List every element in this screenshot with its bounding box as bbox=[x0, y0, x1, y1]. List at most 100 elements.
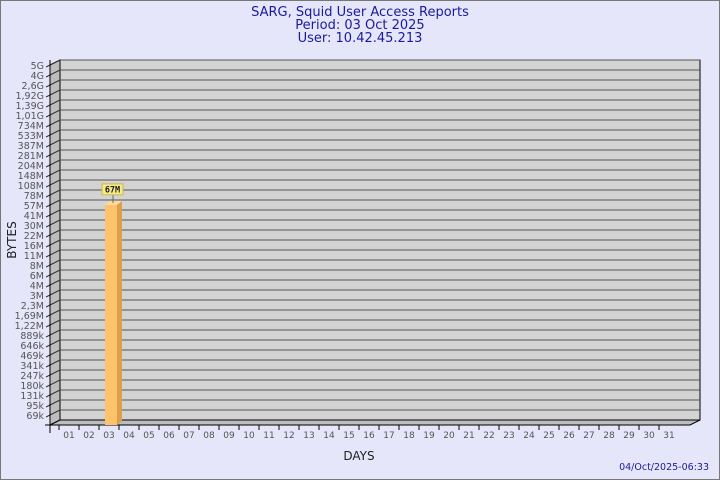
y-tick-label: 16M bbox=[24, 241, 44, 252]
y-tick-label: 5G bbox=[31, 61, 44, 72]
y-tick-label: 1,22M bbox=[15, 321, 44, 332]
y-tick-mark bbox=[45, 129, 61, 138]
y-tick-mark bbox=[45, 409, 61, 418]
y-tick-label: 78M bbox=[24, 191, 44, 202]
y-tick-label: 341k bbox=[20, 361, 44, 372]
y-tick-label: 69k bbox=[26, 411, 44, 422]
x-tick-label: 02 bbox=[83, 431, 94, 441]
x-tick-label: 18 bbox=[403, 431, 415, 441]
y-tick-mark bbox=[45, 319, 61, 328]
bar-front-03 bbox=[105, 204, 117, 425]
y-tick-label: 247k bbox=[20, 371, 44, 382]
y-tick-mark bbox=[45, 289, 61, 298]
y-tick-mark bbox=[45, 99, 61, 108]
x-axis-label: DAYS bbox=[343, 449, 374, 463]
y-tick-label: 11M bbox=[24, 251, 44, 262]
y-tick-label: 734M bbox=[18, 121, 44, 132]
x-tick-label: 26 bbox=[563, 431, 575, 441]
y-tick-mark bbox=[45, 369, 61, 378]
y-tick-label: 108M bbox=[18, 181, 44, 192]
y-tick-mark bbox=[45, 229, 61, 238]
y-tick-mark bbox=[45, 179, 61, 188]
y-tick-label: 2,3M bbox=[21, 301, 44, 312]
y-tick-label: 180k bbox=[20, 381, 44, 392]
y-tick-label: 4G bbox=[31, 71, 44, 82]
y-tick-mark bbox=[45, 59, 61, 68]
y-tick-mark bbox=[45, 169, 61, 178]
y-tick-label: 8M bbox=[30, 261, 44, 272]
x-tick-label: 06 bbox=[163, 431, 175, 441]
y-tick-mark bbox=[45, 189, 61, 198]
y-tick-label: 889k bbox=[20, 331, 44, 342]
y-tick-mark bbox=[45, 209, 61, 218]
y-tick-mark bbox=[45, 199, 61, 208]
y-tick-mark bbox=[45, 239, 61, 248]
y-tick-label: 3M bbox=[30, 291, 44, 302]
y-tick-label: 646k bbox=[20, 341, 44, 352]
y-tick-mark bbox=[45, 259, 61, 268]
y-tick-label: 533M bbox=[18, 131, 44, 142]
y-tick-label: 204M bbox=[18, 161, 44, 172]
y-tick-label: 95k bbox=[26, 401, 44, 412]
y-tick-mark bbox=[45, 219, 61, 228]
y-tick-label: 2,6G bbox=[22, 81, 44, 92]
x-tick-label: 08 bbox=[203, 431, 215, 441]
x-tick-label: 14 bbox=[323, 431, 335, 441]
y-tick-mark bbox=[45, 139, 61, 148]
x-tick-label: 03 bbox=[103, 431, 114, 441]
timestamp: 04/Oct/2025-06:33 bbox=[619, 462, 709, 473]
y-tick-mark bbox=[45, 119, 61, 128]
y-tick-mark bbox=[45, 109, 61, 118]
x-tick-label: 19 bbox=[423, 431, 435, 441]
y-tick-mark bbox=[45, 279, 61, 288]
x-tick-label: 12 bbox=[283, 431, 294, 441]
y-tick-label: 1,39G bbox=[15, 101, 44, 112]
y-tick-label: 387M bbox=[18, 141, 44, 152]
y-tick-label: 469k bbox=[20, 351, 44, 362]
x-tick-label: 20 bbox=[443, 431, 455, 441]
y-tick-label: 30M bbox=[24, 221, 44, 232]
x-tick-label: 04 bbox=[123, 431, 135, 441]
y-tick-label: 22M bbox=[24, 231, 44, 242]
x-tick-label: 25 bbox=[543, 431, 554, 441]
y-tick-mark bbox=[45, 149, 61, 158]
y-axis-label: BYTES bbox=[5, 221, 19, 258]
x-tick-label: 30 bbox=[643, 431, 655, 441]
plot-floor bbox=[49, 419, 701, 426]
x-tick-label: 24 bbox=[523, 431, 535, 441]
x-tick-label: 28 bbox=[603, 431, 615, 441]
x-tick-label: 10 bbox=[243, 431, 255, 441]
y-tick-mark bbox=[45, 159, 61, 168]
chart-subtitle-period: Period: 03 Oct 2025 bbox=[295, 18, 424, 33]
y-tick-mark bbox=[45, 379, 61, 388]
y-tick-mark bbox=[45, 399, 61, 408]
x-tick-label: 29 bbox=[623, 431, 635, 441]
x-tick-label: 07 bbox=[183, 431, 194, 441]
y-tick-label: 148M bbox=[18, 171, 44, 182]
x-tick-label: 21 bbox=[463, 431, 474, 441]
y-tick-label: 41M bbox=[24, 211, 44, 222]
x-tick-label: 11 bbox=[263, 431, 274, 441]
y-tick-mark bbox=[45, 329, 61, 338]
y-tick-mark bbox=[45, 249, 61, 258]
data-label-box bbox=[101, 183, 124, 196]
y-tick-mark bbox=[45, 79, 61, 88]
x-tick-label: 15 bbox=[343, 431, 354, 441]
y-tick-mark bbox=[45, 269, 61, 278]
y-tick-label: 281M bbox=[18, 151, 44, 162]
y-tick-mark bbox=[45, 389, 61, 398]
y-tick-mark bbox=[45, 339, 61, 348]
x-tick-label: 09 bbox=[223, 431, 235, 441]
y-tick-mark bbox=[45, 359, 61, 368]
y-tick-label: 1,69M bbox=[15, 311, 44, 322]
y-tick-label: 1,01G bbox=[15, 111, 44, 122]
x-tick-label: 13 bbox=[303, 431, 314, 441]
chart-subtitle-user: User: 10.42.45.213 bbox=[298, 31, 423, 46]
chart-title: SARG, Squid User Access Reports bbox=[251, 5, 469, 20]
data-label-03: 67M bbox=[105, 185, 120, 195]
y-tick-mark bbox=[45, 69, 61, 78]
x-tick-label: 17 bbox=[383, 431, 394, 441]
y-tick-label: 57M bbox=[24, 201, 44, 212]
y-tick-label: 6M bbox=[30, 271, 44, 282]
x-tick-label: 22 bbox=[483, 431, 494, 441]
